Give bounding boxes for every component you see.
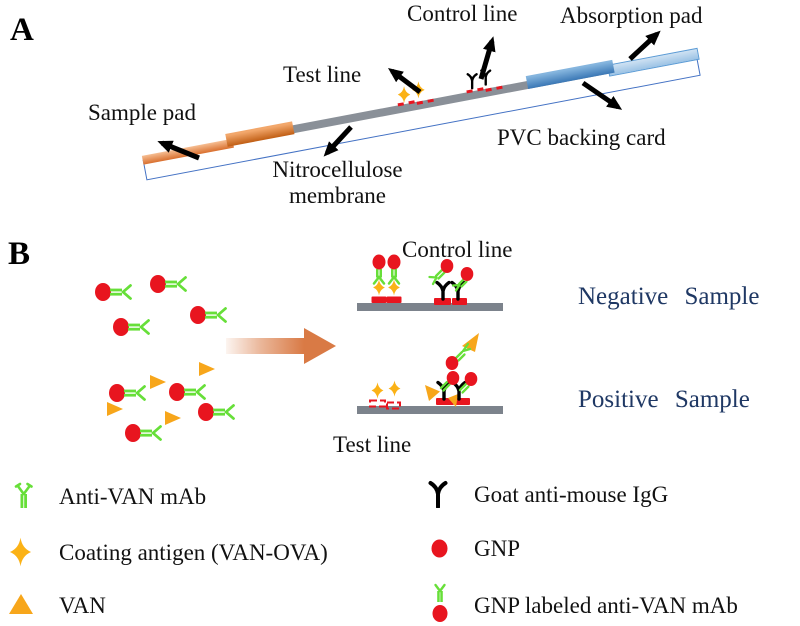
gnp-mab-conjugate-icon — [124, 422, 162, 444]
nitrocellulose-label-line2: membrane — [288, 183, 387, 209]
coating-antigen-star-icon — [9, 537, 32, 567]
van-triangle-icon — [9, 594, 33, 614]
legend-goat-anti-mouse-igg-label: Goat anti-mouse IgG — [474, 482, 669, 507]
panel-b-letter: B — [8, 236, 31, 272]
gnp-mab-conjugate-icon — [94, 281, 132, 303]
coating-antigen-star-icon — [397, 86, 411, 104]
negative-sample-label: Negative Sample — [578, 283, 760, 310]
positive-control-line-complex — [425, 333, 479, 407]
legend-coating-antigen-label: Coating antigen (VAN-OVA) — [59, 540, 328, 565]
goat-anti-mouse-igg-y-icon — [466, 72, 478, 90]
negative-strip-bar — [357, 303, 503, 311]
legend-van-label: VAN — [59, 593, 106, 618]
goat-anti-mouse-igg-y-icon — [480, 69, 492, 86]
test-strip-assembly — [140, 41, 704, 185]
flow-arrow — [226, 328, 338, 364]
nitrocellulose-label-line1: Nitrocellulose — [272, 157, 403, 182]
anti-van-mab-antibody-icon — [14, 482, 33, 508]
gnp-mab-conjugate-icon — [149, 273, 187, 295]
positive-sample-label: Positive Sample — [578, 386, 750, 413]
van-triangle-icon — [199, 362, 215, 376]
gnp-circle-icon — [431, 539, 448, 558]
coating-antigen-star-icon — [412, 81, 425, 99]
gnp-mab-conjugate-icon — [197, 401, 235, 423]
control-line-label-b: Control line — [402, 237, 513, 262]
gnp-labeled-anti-van-mab-icon — [432, 583, 448, 622]
van-triangle-icon — [107, 402, 123, 416]
positive-test-line-unbound — [369, 380, 401, 410]
van-triangle-icon — [165, 411, 181, 425]
flow-arrow-head — [304, 328, 336, 364]
sample-pad-label: Sample pad — [88, 100, 196, 125]
test-line-sandwich-icon — [385, 254, 403, 304]
pvc-backing-card-label: PVC backing card — [497, 125, 666, 150]
gnp-mab-conjugate-icon — [112, 316, 150, 338]
test-line-label-a: Test line — [283, 62, 362, 87]
legend-anti-van-mab-label: Anti-VAN mAb — [59, 484, 207, 509]
test-line-label-b: Test line — [333, 432, 412, 457]
goat-anti-mouse-igg-y-icon — [428, 481, 448, 508]
legend-gnp-label: GNP — [474, 536, 521, 561]
flow-arrow-body — [226, 338, 304, 354]
positive-strip-bar — [357, 406, 503, 414]
panel-a-letter: A — [10, 12, 34, 48]
nitrocellulose-label: Nitrocellulose membrane — [255, 157, 420, 210]
absorption-pad-label: Absorption pad — [560, 3, 703, 28]
legend-gnp-labeled-label: GNP labeled anti-VAN mAb — [474, 593, 738, 618]
negative-control-line-complex — [428, 259, 474, 305]
gnp-mab-conjugate-icon — [189, 304, 227, 326]
van-triangle-icon — [150, 375, 166, 389]
control-line-label-a: Control line — [407, 1, 518, 26]
